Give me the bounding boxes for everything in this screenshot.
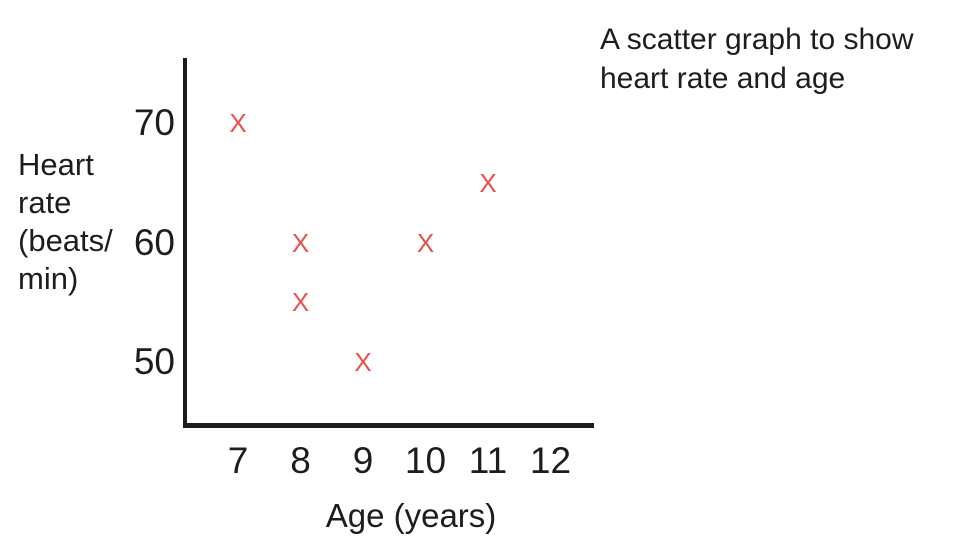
y-axis-title-line: rate bbox=[18, 185, 72, 220]
data-point-marker: X bbox=[354, 347, 372, 377]
x-tick-label: 11 bbox=[468, 440, 508, 481]
data-point-marker: X bbox=[291, 227, 310, 258]
x-tick-label: 12 bbox=[529, 440, 572, 481]
y-axis-line bbox=[183, 58, 187, 428]
y-axis-title-line: Heart bbox=[18, 147, 94, 182]
x-axis-line bbox=[183, 423, 594, 428]
data-point-marker: X bbox=[229, 108, 247, 138]
x-tick-label: 9 bbox=[352, 440, 374, 481]
x-tick-label: 8 bbox=[290, 440, 311, 481]
y-axis-title-line: min) bbox=[18, 261, 79, 296]
y-axis-title: Heart rate (beats/ min) bbox=[18, 146, 113, 298]
y-axis-title-line: (beats/ bbox=[18, 223, 113, 258]
x-tick-label: 7 bbox=[227, 440, 249, 481]
data-point-marker: X bbox=[291, 287, 310, 318]
chart-title-line-1: A scatter graph to show bbox=[600, 23, 914, 56]
y-tick-label: 70 bbox=[133, 102, 175, 143]
chart-title-line-2: heart rate and age bbox=[600, 62, 846, 95]
chart-title: A scatter graph to show heart rate and a… bbox=[600, 20, 914, 98]
x-tick-label: 10 bbox=[404, 440, 447, 481]
data-point-marker: X bbox=[479, 167, 497, 198]
y-tick-label: 50 bbox=[133, 341, 175, 382]
data-point-marker: X bbox=[416, 227, 435, 258]
x-axis-title: Age (years) bbox=[325, 497, 497, 534]
y-tick-label: 60 bbox=[133, 221, 175, 263]
